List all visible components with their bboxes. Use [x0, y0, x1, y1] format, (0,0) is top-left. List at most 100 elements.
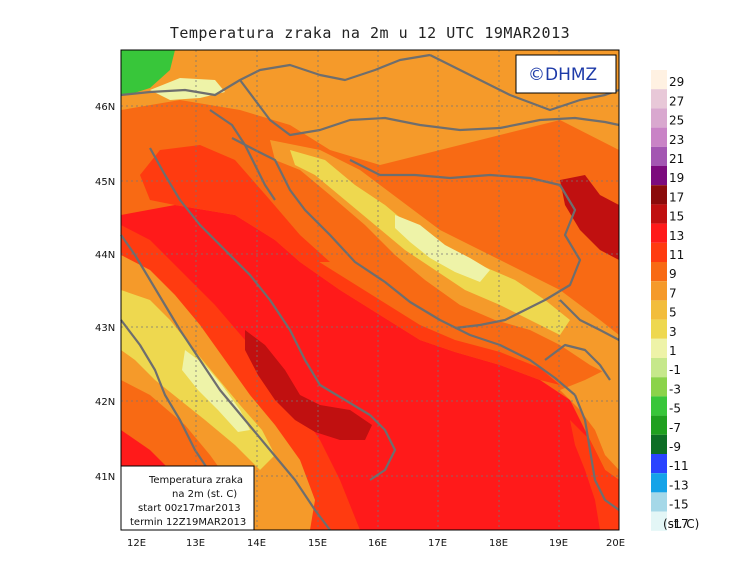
colorbar-swatch: [651, 223, 667, 243]
lat-label-41n: 41N: [95, 472, 115, 483]
italy-west-coast-line: [120, 234, 331, 531]
graticule: [121, 50, 619, 530]
colorbar-label: -9: [669, 440, 681, 454]
lat-label-43n: 43N: [95, 323, 115, 334]
east-deep: [560, 175, 619, 260]
info-box: Temperatura zraka na 2m (st. C) start 00…: [120, 465, 255, 531]
montenegro-border: [544, 343, 611, 381]
colorbar-swatch: [651, 185, 667, 205]
colorbar-swatch: [651, 434, 667, 454]
colorbar-label: 27: [669, 94, 684, 108]
colorbar-swatch: [651, 492, 667, 512]
lat-label-42n: 42N: [95, 397, 115, 408]
lon-label-16e: 16E: [368, 538, 387, 549]
north-hills-zone: [121, 50, 619, 165]
croatian-coast-band: [300, 250, 560, 385]
colorbar-label: -15: [669, 498, 689, 512]
lon-label-17e: 17E: [428, 538, 447, 549]
copyright-box: ©DHMZ: [515, 54, 617, 94]
albania-zone: [560, 365, 619, 470]
colorbar-unit: (st. C): [663, 517, 699, 531]
italy-heel-coast: [369, 414, 397, 481]
colorbar-label: 19: [669, 171, 684, 185]
serbia-border: [559, 299, 620, 341]
colorbar-swatch: [651, 127, 667, 147]
colorbar-swatch: [651, 242, 667, 262]
colorbar-swatch: [651, 377, 667, 397]
colorbar-swatch: [651, 338, 667, 358]
lat-label-46n: 46N: [95, 102, 115, 113]
colorbar-label: 5: [669, 306, 677, 320]
map-title: Temperatura zraka na 2m u 12 UTC 19MAR20…: [169, 24, 571, 42]
lon-label-12e: 12E: [127, 538, 146, 549]
adriatic-east-coast: [231, 137, 576, 396]
colorbar-swatch: [651, 281, 667, 301]
info-line-3: start 00z17mar2013: [138, 503, 241, 514]
dinaric-peaks: [395, 215, 490, 282]
lon-label-18e: 18E: [489, 538, 508, 549]
map-frame: [120, 49, 620, 531]
colorbar-swatch: [651, 204, 667, 224]
coastlines: [120, 53, 620, 531]
adriatic-north: [140, 145, 330, 262]
colorbar-swatch: [651, 511, 667, 531]
colorbar-swatch: [651, 166, 667, 186]
slovenia-croatia-border: [239, 79, 620, 137]
colorbar-swatch: [651, 396, 667, 416]
colorbar-label: -13: [669, 478, 689, 492]
colorbar-swatch: [651, 70, 667, 90]
info-line-1: Temperatura zraka: [148, 475, 243, 486]
colorbar-label: 25: [669, 114, 684, 128]
colorbar-label: -1: [669, 363, 681, 377]
temperature-field: [121, 50, 619, 530]
northeast-border: [429, 54, 620, 112]
colorbar-label: -3: [669, 382, 681, 396]
colorbar-swatch: [651, 108, 667, 128]
colorbar-label: -7: [669, 421, 681, 435]
alps-cold-zone: [121, 50, 175, 95]
colorbar: 29 27 25 23 21 19 17 15 13 11 9 7 5 3 1 -1 -3 -5 -7 -9 -11 -1…: [651, 70, 689, 531]
colorbar-label: 11: [669, 248, 684, 262]
colorbar-swatch: [651, 319, 667, 339]
info-line-4: termin 12Z19MAR2013: [130, 517, 246, 528]
colorbar-label: -5: [669, 402, 681, 416]
colorbar-label: 13: [669, 229, 684, 243]
lon-label-15e: 15E: [308, 538, 327, 549]
colorbar-label: 3: [669, 325, 677, 339]
colorbar-swatch: [651, 358, 667, 378]
lon-label-20e: 20E: [606, 538, 625, 549]
colorbar-label: -17: [669, 517, 689, 531]
italy-peaks: [182, 350, 250, 432]
colorbar-label: 23: [669, 133, 684, 147]
lat-axis: 46N 45N 44N 43N 42N 41N: [95, 102, 115, 483]
colorbar-label: 7: [669, 286, 677, 300]
gargano-deep: [245, 330, 372, 440]
copyright-text: ©DHMZ: [528, 65, 597, 85]
lat-label-45n: 45N: [95, 177, 115, 188]
colorbar-swatch: [651, 146, 667, 166]
istria-coast: [209, 109, 276, 201]
lon-label-14e: 14E: [247, 538, 266, 549]
info-line-2: na 2m (st. C): [172, 489, 237, 500]
lat-label-44n: 44N: [95, 250, 115, 261]
albania-border: [573, 394, 620, 511]
colorbar-label: 9: [669, 267, 677, 281]
lon-label-13e: 13E: [186, 538, 205, 549]
colorbar-swatch: [651, 262, 667, 282]
colorbar-label: 1: [669, 344, 677, 358]
colorbar-swatch: [651, 473, 667, 493]
colorbar-label: 29: [669, 75, 684, 89]
adriatic-west-coast: [149, 147, 371, 416]
colorbar-label: -11: [669, 459, 689, 473]
colorbar-swatch: [651, 89, 667, 109]
colorbar-label: 15: [669, 210, 684, 224]
lon-axis: 12E 13E 14E 15E 16E 17E 18E 19E 20E: [127, 538, 625, 549]
colorbar-label: 21: [669, 152, 684, 166]
colorbar-label: 17: [669, 190, 684, 204]
lon-label-19e: 19E: [549, 538, 568, 549]
colorbar-swatch: [651, 415, 667, 435]
bosnia-border: [349, 159, 582, 330]
colorbar-swatch: [651, 454, 667, 474]
north-border: [120, 53, 431, 97]
